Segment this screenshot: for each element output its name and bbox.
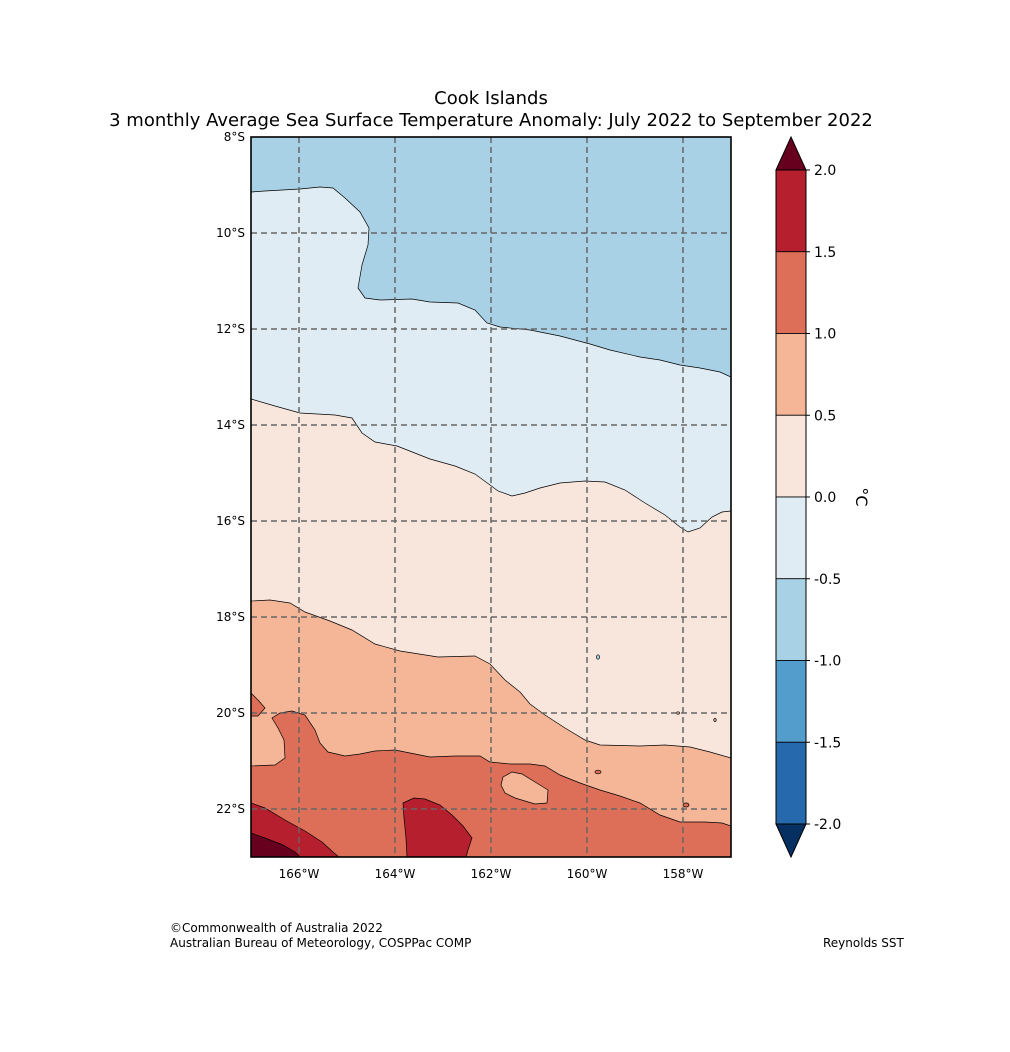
band-0.5-to-1.0-island bbox=[500, 771, 549, 805]
contour-speck bbox=[594, 769, 602, 775]
lat-label: 20°S bbox=[216, 706, 245, 720]
map-frame bbox=[250, 136, 732, 858]
colorbar-tick-label: 1.5 bbox=[814, 245, 836, 261]
source-text: Australian Bureau of Meteorology, COSPPa… bbox=[170, 936, 472, 950]
latitude-labels: 8°S 10°S 12°S 14°S 16°S 18°S 20°S 22°S bbox=[216, 130, 245, 816]
lon-label: 158°W bbox=[663, 867, 704, 881]
lon-label: 162°W bbox=[471, 867, 512, 881]
copyright-text: ©Commonwealth of Australia 2022 bbox=[170, 921, 383, 935]
colorbar-tick-label: 0.5 bbox=[814, 408, 836, 424]
lon-label: 166°W bbox=[279, 867, 320, 881]
dataset-text: Reynolds SST bbox=[823, 936, 904, 950]
lat-label: 12°S bbox=[216, 322, 245, 336]
colorbar-unit-label: °C bbox=[852, 487, 871, 506]
contour-speck bbox=[713, 718, 717, 722]
lat-label: 22°S bbox=[216, 802, 245, 816]
colorbar-segment bbox=[775, 660, 807, 743]
colorbar-tick-label: 2.0 bbox=[814, 163, 836, 179]
colorbar-tick-label: 1.0 bbox=[814, 327, 836, 343]
colorbar-tick-label: -1.0 bbox=[814, 654, 841, 670]
band-1.5-to-2.0-center bbox=[402, 797, 473, 857]
contour-speck bbox=[682, 802, 690, 808]
colorbar-tick-label: -1.5 bbox=[814, 735, 841, 751]
colorbar-tick-label: -0.5 bbox=[814, 572, 841, 588]
colorbar-extend-bottom bbox=[775, 823, 807, 859]
band-1.0-to-1.5-edge bbox=[251, 692, 266, 717]
lat-label: 18°S bbox=[216, 610, 245, 624]
map-title: Cook Islands bbox=[434, 88, 548, 109]
band-above-2.0 bbox=[251, 832, 301, 857]
colorbar: 2.0 1.5 1.0 0.5 0.0 -0.5 -1.0 -1.5 -2.0 °C bbox=[775, 135, 871, 859]
colorbar-segment bbox=[775, 414, 807, 498]
lon-label: 164°W bbox=[375, 867, 416, 881]
contour-speck bbox=[596, 654, 600, 660]
colorbar-segment bbox=[775, 741, 807, 825]
band-1.0-to-1.5 bbox=[251, 710, 731, 857]
lat-label: 14°S bbox=[216, 418, 245, 432]
map-subtitle: 3 monthly Average Sea Surface Temperatur… bbox=[109, 110, 873, 131]
lon-label: 160°W bbox=[567, 867, 608, 881]
colorbar-segment bbox=[775, 578, 807, 661]
gridlines bbox=[251, 137, 731, 857]
lat-label: 10°S bbox=[216, 226, 245, 240]
colorbar-segment bbox=[775, 333, 807, 416]
colorbar-tick-label: 0.0 bbox=[814, 490, 836, 506]
colorbar-tick-label: -2.0 bbox=[814, 817, 841, 833]
colorbar-extend-top bbox=[775, 135, 807, 171]
colorbar-segment bbox=[775, 496, 807, 580]
colorbar-segment bbox=[775, 169, 807, 253]
colorbar-segment bbox=[775, 251, 807, 334]
lat-label: 8°S bbox=[224, 130, 245, 144]
lat-label: 16°S bbox=[216, 514, 245, 528]
longitude-labels: 166°W 164°W 162°W 160°W 158°W bbox=[279, 867, 704, 881]
